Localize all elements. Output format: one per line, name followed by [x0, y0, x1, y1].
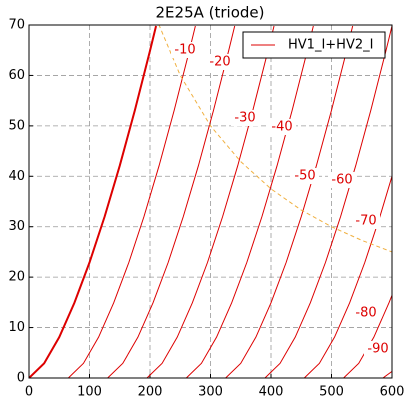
chart-title: 2E25A (triode)	[156, 4, 265, 22]
x-tick-label: 600	[380, 385, 405, 400]
curve-label-bg	[352, 305, 380, 321]
curve-label-bg	[231, 110, 259, 126]
x-tick-label: 300	[198, 385, 223, 400]
curve	[343, 295, 392, 378]
curve-label: -30	[234, 111, 255, 126]
x-tick-label: 200	[138, 385, 163, 400]
curve	[67, 25, 196, 378]
curve-label: -70	[355, 214, 376, 229]
curve-label-bg	[352, 213, 380, 229]
y-tick-label: 60	[8, 68, 25, 83]
curve-label-bg	[328, 172, 356, 188]
y-tick-label: 50	[8, 118, 25, 133]
curve-label: -60	[331, 173, 352, 188]
curve	[107, 25, 236, 378]
x-tick-label: 0	[25, 385, 33, 400]
y-tick-label: 70	[8, 18, 25, 33]
curve-label: -20	[209, 55, 230, 70]
curve	[29, 25, 158, 378]
curve	[225, 25, 354, 378]
curve-label-bg	[364, 341, 392, 357]
x-tick-label: 500	[319, 385, 344, 400]
curve-label-bg	[268, 119, 296, 135]
curve-label-bg	[206, 54, 234, 70]
curve-label: -50	[294, 169, 315, 184]
curve	[146, 25, 275, 378]
x-tick-label: 400	[259, 385, 284, 400]
y-tick-label: 10	[8, 320, 25, 335]
curve-label: -80	[355, 306, 376, 321]
curve-label-bg	[171, 42, 199, 58]
x-tick-label: 100	[77, 385, 102, 400]
curve	[158, 25, 392, 253]
curve	[264, 25, 392, 378]
curve-label: -10	[174, 43, 195, 58]
y-tick-label: 0	[17, 371, 25, 386]
axes-frame	[28, 24, 393, 379]
curve	[185, 25, 314, 378]
curve	[382, 371, 392, 378]
legend-label: HV1_I+HV2_I	[288, 38, 373, 53]
curve-label: -90	[367, 342, 388, 357]
y-tick-label: 20	[8, 270, 25, 285]
curve-label: -40	[271, 120, 292, 135]
curve-label-bg	[291, 168, 319, 184]
y-tick-label: 30	[8, 219, 25, 234]
y-tick-label: 40	[8, 169, 25, 184]
